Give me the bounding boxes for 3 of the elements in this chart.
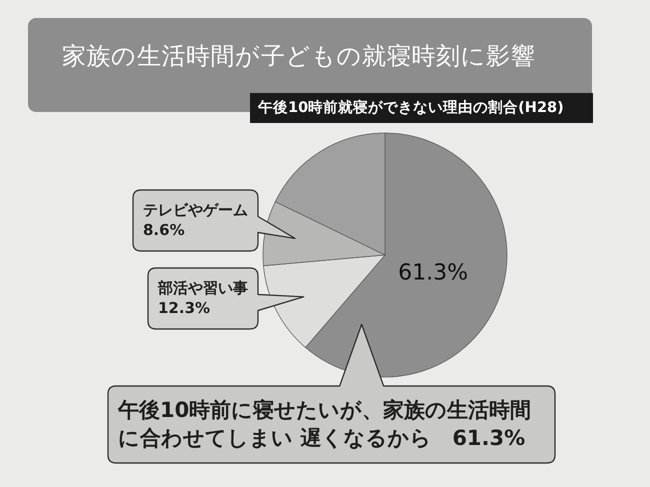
annotation: 61.3% (398, 260, 468, 286)
title: 家族の生活時間が子どもの就寝時刻に影響 (62, 41, 536, 72)
subtitle: 午後10時前就寝ができない理由の割合(H28) (250, 93, 593, 123)
